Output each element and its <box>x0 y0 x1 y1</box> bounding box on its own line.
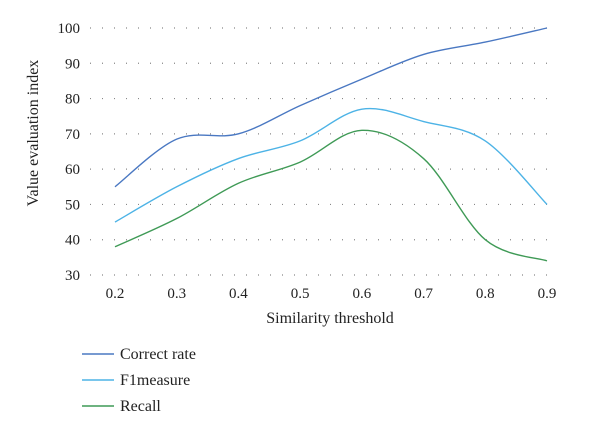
x-tick-label: 0.4 <box>229 286 248 302</box>
x-axis-title: Similarity threshold <box>266 310 394 327</box>
legend: Correct rate F1measure Recall <box>82 346 196 415</box>
grid-layer <box>90 27 556 276</box>
y-tick-label: 40 <box>65 233 80 249</box>
x-tick-label: 0.6 <box>352 286 371 302</box>
series-line-correct-rate <box>114 27 548 188</box>
series-line-f1measure <box>114 107 548 223</box>
legend-label: F1measure <box>120 372 190 389</box>
x-tick-label: 0.8 <box>476 286 495 302</box>
y-tick-label: 50 <box>65 197 80 213</box>
legend-item-f1measure: F1measure <box>82 372 190 389</box>
y-axis-title: Value evaluation index <box>25 60 42 207</box>
legend-label: Correct rate <box>120 346 196 363</box>
legend-item-recall: Recall <box>82 398 161 415</box>
x-tick-label: 0.5 <box>291 286 310 302</box>
x-tick-label: 0.2 <box>106 286 125 302</box>
series-layer <box>114 27 548 262</box>
legend-label: Recall <box>120 398 161 415</box>
y-tick-label: 70 <box>65 127 80 143</box>
y-tick-label: 100 <box>58 21 81 37</box>
x-tick-label: 0.3 <box>167 286 186 302</box>
x-tick-label: 0.7 <box>414 286 433 302</box>
x-tick-label: 0.9 <box>538 286 557 302</box>
y-tick-label: 90 <box>65 56 80 72</box>
y-tick-label: 30 <box>65 268 80 284</box>
y-tick-label: 80 <box>65 92 80 108</box>
y-tick-labels: 30 40 50 60 70 80 90 100 <box>58 21 81 284</box>
y-tick-label: 60 <box>65 162 80 178</box>
legend-item-correct-rate: Correct rate <box>82 346 196 363</box>
x-tick-labels: 0.2 0.3 0.4 0.5 0.6 0.7 0.8 0.9 <box>106 286 557 302</box>
series-line-recall <box>114 129 548 262</box>
